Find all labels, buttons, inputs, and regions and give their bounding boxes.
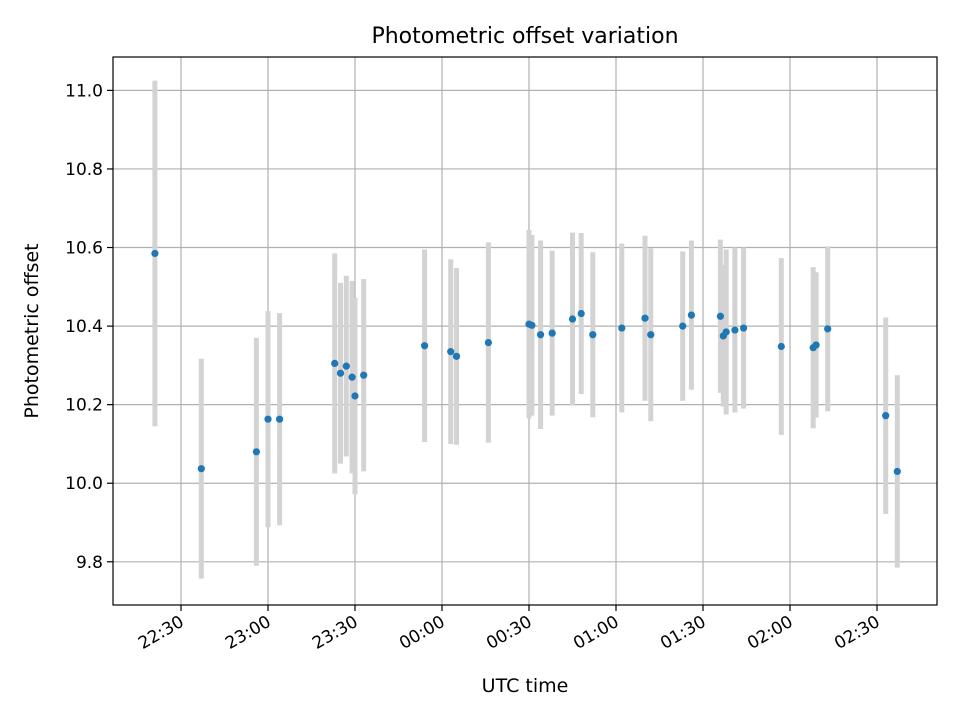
data-point (252, 448, 260, 456)
data-point (812, 341, 820, 349)
data-point (577, 309, 585, 318)
data-point (641, 314, 649, 322)
data-point (360, 371, 368, 379)
data-point (336, 369, 345, 377)
data-point (716, 312, 725, 320)
y-tick-label: 9.8 (76, 553, 103, 573)
data-point (731, 326, 739, 334)
data-point (276, 415, 284, 423)
data-point (264, 415, 272, 423)
y-tick-label: 10.2 (65, 396, 103, 416)
data-point (528, 321, 536, 329)
data-point (618, 324, 626, 332)
chart-title: Photometric offset variation (371, 24, 678, 49)
data-point (452, 352, 461, 360)
data-point (197, 465, 205, 473)
data-point (893, 467, 901, 476)
data-point (882, 412, 890, 420)
data-point (740, 324, 748, 332)
y-tick-label: 11.0 (65, 81, 103, 101)
y-axis-ticks: 9.8 10.0 10.2 10.4 10.6 10.8 11.0 (65, 81, 113, 573)
data-point (589, 331, 597, 339)
data-point (331, 359, 339, 368)
data-point (679, 322, 687, 330)
data-point (351, 392, 359, 400)
data-point (447, 348, 455, 356)
data-point (722, 328, 730, 336)
data-point (548, 329, 556, 337)
data-point (537, 331, 545, 339)
data-point (647, 331, 655, 339)
plot-frame (112, 56, 938, 606)
data-point (824, 325, 832, 333)
data-point (348, 373, 356, 381)
grid-lines (113, 57, 937, 605)
data-point (342, 362, 350, 370)
data-point (777, 342, 785, 351)
data-points (151, 249, 901, 476)
y-tick-label: 10.6 (65, 239, 103, 259)
data-point (568, 315, 577, 323)
data-point (421, 342, 429, 350)
y-tick-label: 10.0 (65, 474, 103, 494)
y-axis-label: Photometric offset (21, 243, 43, 418)
x-axis-label: UTC time (482, 675, 569, 697)
data-point (151, 249, 159, 258)
data-point (687, 311, 696, 319)
y-tick-label: 10.4 (65, 317, 103, 337)
data-point (484, 338, 492, 347)
y-tick-label: 10.8 (65, 160, 103, 180)
